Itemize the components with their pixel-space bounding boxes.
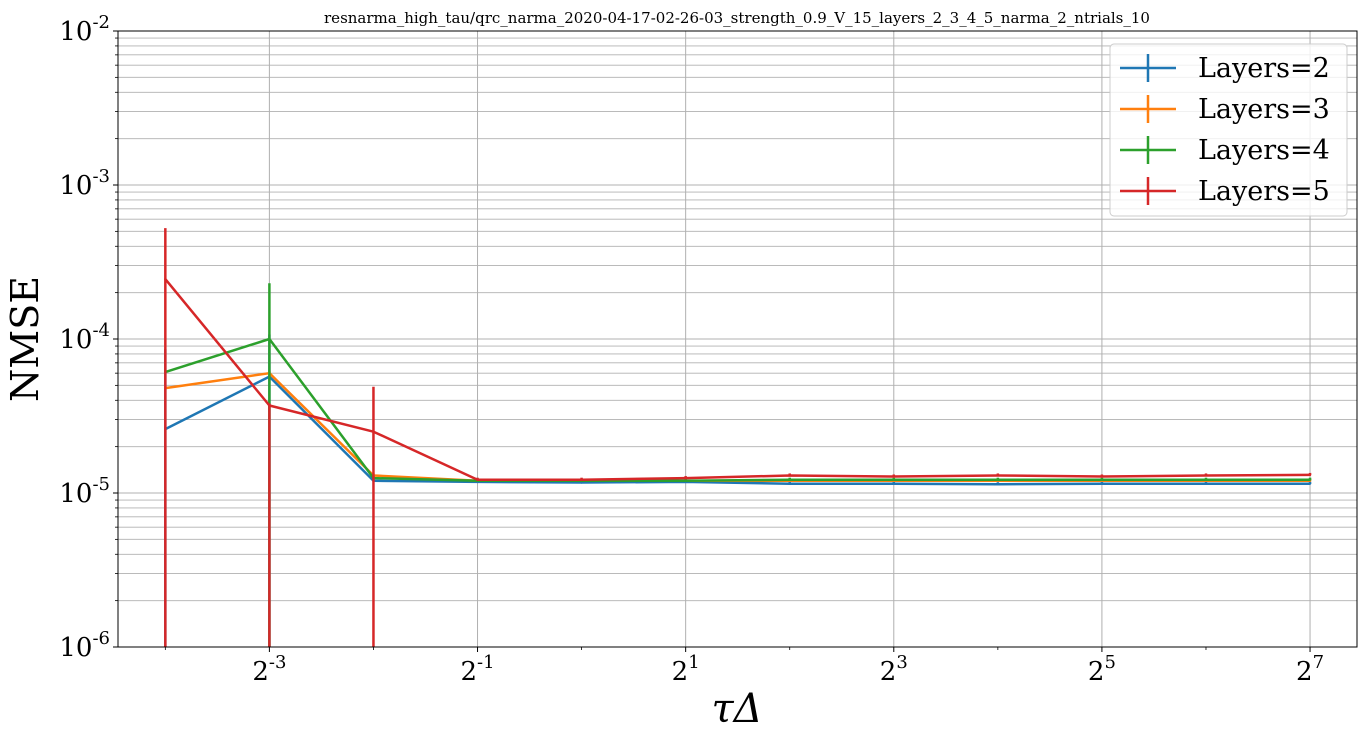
data-point: [476, 478, 479, 481]
data-point: [684, 479, 687, 483]
data-point: [996, 474, 1000, 477]
legend-box: [1109, 43, 1348, 217]
series-line: [164, 375, 1310, 486]
data-point: [1204, 474, 1208, 477]
y-tick-label: 10-5: [59, 474, 110, 509]
data-point: [788, 478, 791, 481]
data-point: [892, 475, 895, 478]
data-point: [1100, 475, 1104, 478]
legend-entry: Layers=3: [1120, 94, 1330, 125]
data-point: [1204, 482, 1208, 485]
data-point: [1308, 478, 1312, 481]
y-tick-label: 10-6: [59, 628, 110, 663]
axis-ticks: 10-6 10-5 10-4 10-3 10-2 2-3 2-1 21 23 25 27: [59, 12, 1324, 687]
data-point: [268, 404, 271, 407]
x-tick-label: 2-1: [460, 652, 494, 687]
data-point: [1308, 482, 1312, 485]
x-tick-label: 27: [1296, 652, 1324, 687]
data-point: [372, 430, 375, 433]
y-tick-label: 10-3: [59, 166, 110, 201]
series-layer: [164, 228, 1312, 647]
legend-label: Layers=2: [1198, 53, 1330, 84]
data-point: [1308, 473, 1312, 477]
data-point: [164, 277, 167, 281]
data-point: [1204, 478, 1208, 481]
data-point: [788, 474, 791, 477]
x-tick-label: 25: [1088, 652, 1116, 687]
legend-label: Layers=3: [1198, 94, 1330, 125]
y-axis-label: NMSE: [3, 276, 47, 402]
x-axis-label: τΔ: [711, 686, 762, 732]
series-line: [164, 278, 1311, 481]
series-4: [164, 228, 1312, 647]
data-point: [684, 476, 687, 480]
data-point: [892, 478, 895, 481]
x-tick-label: 23: [880, 652, 908, 687]
x-tick-label: 2-3: [252, 652, 286, 687]
data-point: [892, 482, 895, 485]
data-point: [268, 337, 271, 341]
data-point: [580, 478, 583, 481]
data-point: [1100, 482, 1104, 485]
y-tick-label: 10-2: [59, 12, 110, 47]
data-point: [996, 478, 1000, 481]
chart-title: resnarma_high_tau/qrc_narma_2020-04-17-0…: [324, 9, 1150, 27]
data-point: [996, 483, 1000, 486]
legend-label: Layers=4: [1198, 135, 1330, 166]
y-tick-label: 10-4: [59, 320, 110, 355]
series-line: [164, 337, 1310, 483]
data-point: [1100, 478, 1104, 481]
legend: Layers=2 Layers=3 Layers=4 Layers=5: [1109, 43, 1348, 217]
legend-entry: Layers=5: [1120, 176, 1330, 207]
x-tick-label: 21: [672, 652, 700, 687]
legend-label: Layers=5: [1198, 176, 1330, 207]
data-point: [788, 482, 791, 485]
legend-entry: Layers=4: [1120, 135, 1330, 166]
legend-entry: Layers=2: [1120, 53, 1330, 84]
